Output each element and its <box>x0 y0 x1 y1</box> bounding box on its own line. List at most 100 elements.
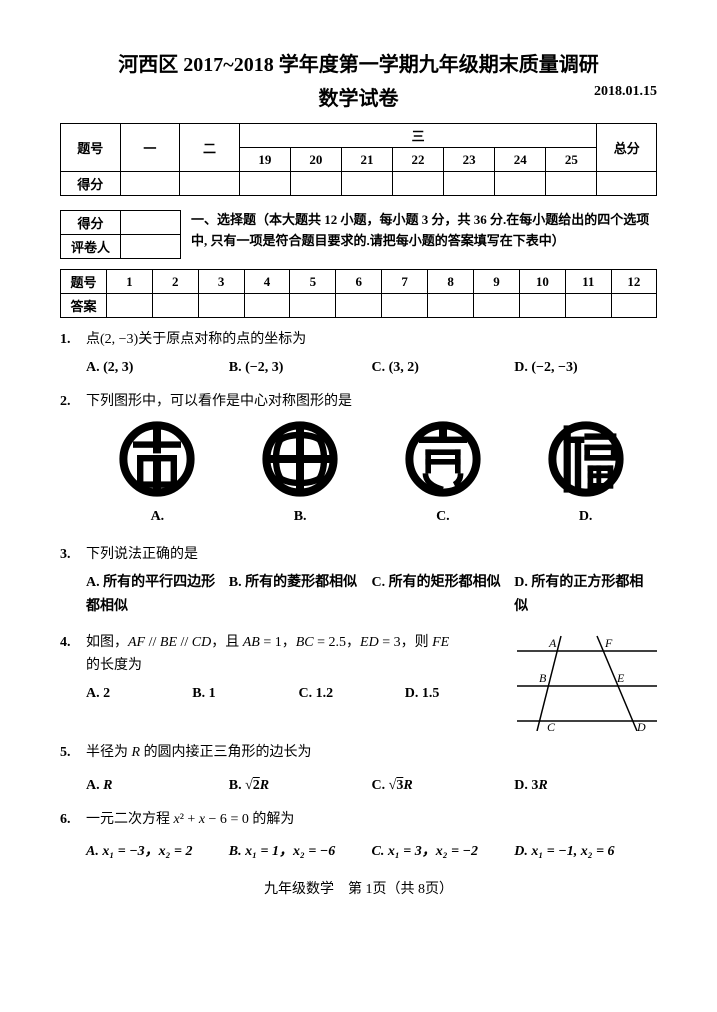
ans-h-6: 6 <box>336 270 382 294</box>
q3-num: 3. <box>60 543 86 620</box>
ans-cell <box>611 294 656 318</box>
q2-icon-d <box>546 419 626 499</box>
score-col-1: 一 <box>120 124 180 172</box>
score-cell <box>597 172 657 196</box>
q4-num: 4. <box>60 631 86 731</box>
ans-h-5: 5 <box>290 270 336 294</box>
q6-opt-d: D. x₁ = −1, x₂ = 6 <box>514 840 657 864</box>
q6-opt-c: C. x₁ = 3，x₂ = −2 <box>372 840 515 864</box>
question-1: 1. 点(2, −3)关于原点对称的点的坐标为 A. (2, 3) B. (−2… <box>60 328 657 380</box>
q4-text-post: 的长度为 <box>86 654 511 678</box>
ans-cell <box>519 294 565 318</box>
score-sub-22: 22 <box>393 148 444 172</box>
ans-cell <box>244 294 290 318</box>
ans-h-10: 10 <box>519 270 565 294</box>
exam-date: 2018.01.15 <box>594 84 657 100</box>
q6-num: 6. <box>60 808 86 866</box>
ans-h-12: 12 <box>611 270 656 294</box>
subtitle-text: 数学试卷 <box>319 88 399 110</box>
ans-h-7: 7 <box>382 270 428 294</box>
q1-opt-c: C. (3, 2) <box>372 356 515 380</box>
q1-text: 点(2, −3)关于原点对称的点的坐标为 <box>86 328 657 352</box>
ans-cell <box>565 294 611 318</box>
page-title: 河西区 2017~2018 学年度第一学期九年级期末质量调研 <box>60 50 657 80</box>
q5-t2: 的圆内接正三角形的边长为 <box>140 745 312 760</box>
q2-text: 下列图形中，可以看作是中心对称图形的是 <box>86 390 657 414</box>
score-sub-25: 25 <box>546 148 597 172</box>
q2-icon-c <box>403 419 483 499</box>
ans-h-1: 1 <box>106 270 152 294</box>
q2-icon-a <box>117 419 197 499</box>
q4-t1: 如图， <box>86 635 128 650</box>
ans-h-9: 9 <box>474 270 520 294</box>
ans-cell <box>290 294 336 318</box>
q3-text: 下列说法正确的是 <box>86 543 657 567</box>
q6-text: 一元二次方程 x² + x − 6 = 0 的解为 <box>86 808 657 832</box>
q1-opt-b: B. (−2, 3) <box>229 356 372 380</box>
q3-opt-a: A. 所有的平行四边形都相似 <box>86 571 229 619</box>
score-col-2: 二 <box>180 124 240 172</box>
q2-opt-c: C. <box>383 505 503 529</box>
q4-t2: ，且 <box>211 635 243 650</box>
score-sub-24: 24 <box>495 148 546 172</box>
score-cell <box>546 172 597 196</box>
score-label-tihao: 题号 <box>61 124 121 172</box>
ans-h-0: 题号 <box>61 270 107 294</box>
score-col-3-header: 三 <box>239 124 597 148</box>
q5-text: 半径为 R 的圆内接正三角形的边长为 <box>86 741 657 765</box>
score-cell <box>180 172 240 196</box>
q4-opt-c: C. 1.2 <box>299 682 405 706</box>
q4-text: 如图，AF // BE // CD，且 AB = 1，BC = 2.5，ED =… <box>86 631 511 655</box>
question-3: 3. 下列说法正确的是 A. 所有的平行四边形都相似 B. 所有的菱形都相似 C… <box>60 543 657 620</box>
ans-cell <box>382 294 428 318</box>
question-2: 2. 下列图形中，可以看作是中心对称图形的是 <box>60 390 657 534</box>
q1-opt-a: A. (2, 3) <box>86 356 229 380</box>
q5-opt-d: D. 3R <box>514 774 657 798</box>
ans-cell <box>198 294 244 318</box>
q6-opt-a: A. x₁ = −3，x₂ = 2 <box>86 840 229 864</box>
q1-num: 1. <box>60 328 86 380</box>
q4-opt-b: B. 1 <box>192 682 298 706</box>
score-cell <box>341 172 392 196</box>
q5-num: 5. <box>60 741 86 799</box>
ans-h-2: 2 <box>152 270 198 294</box>
q4-t4: = 2.5， <box>314 635 360 650</box>
score-sub-21: 21 <box>341 148 392 172</box>
q2-opt-a: A. <box>97 505 217 529</box>
score-sub-19: 19 <box>239 148 290 172</box>
ans-cell <box>106 294 152 318</box>
ans-label: 答案 <box>61 294 107 318</box>
mini-cell <box>121 235 181 259</box>
ans-cell <box>428 294 474 318</box>
q2-opt-b: B. <box>240 505 360 529</box>
score-cell <box>290 172 341 196</box>
svg-text:F: F <box>604 636 613 650</box>
ans-cell <box>336 294 382 318</box>
svg-text:C: C <box>547 720 556 731</box>
q4-t3: = 1， <box>260 635 296 650</box>
score-cell <box>120 172 180 196</box>
section-instruction: 一、选择题（本大题共 12 小题，每小题 3 分，共 36 分.在每小题给出的四… <box>191 210 657 259</box>
svg-text:D: D <box>636 720 646 731</box>
q6-opt-b: B. x₁ = 1，x₂ = −6 <box>229 840 372 864</box>
ans-h-8: 8 <box>428 270 474 294</box>
score-table: 题号 一 二 三 总分 19 20 21 22 23 24 25 得分 <box>60 123 657 196</box>
mini-cell <box>121 211 181 235</box>
score-sub-20: 20 <box>290 148 341 172</box>
q3-opt-b: B. 所有的菱形都相似 <box>229 571 372 619</box>
q1-opt-d: D. (−2, −3) <box>514 356 657 380</box>
q6-t1: 一元二次方程 <box>86 812 174 827</box>
q5-opt-a: A. R <box>86 774 229 798</box>
score-cell <box>393 172 444 196</box>
question-6: 6. 一元二次方程 x² + x − 6 = 0 的解为 A. x₁ = −3，… <box>60 808 657 866</box>
q5-opt-c: C. √3R <box>372 774 515 798</box>
page-footer: 九年级数学 第 1页（共 8页） <box>60 878 657 898</box>
ans-cell <box>474 294 520 318</box>
q3-opt-c: C. 所有的矩形都相似 <box>372 571 515 619</box>
q2-icon-b <box>260 419 340 499</box>
mini-defen: 得分 <box>61 211 121 235</box>
mini-score-table: 得分 评卷人 <box>60 210 181 259</box>
svg-text:B: B <box>539 671 547 685</box>
q2-opt-d: D. <box>526 505 646 529</box>
score-col-total: 总分 <box>597 124 657 172</box>
